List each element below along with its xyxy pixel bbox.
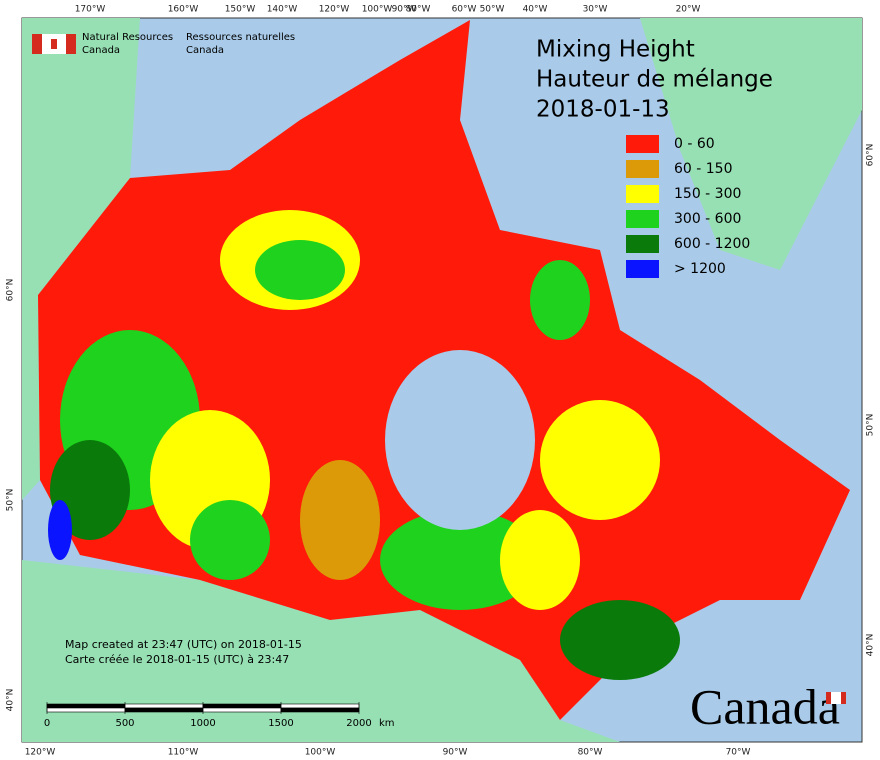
scale-segment [202,707,282,713]
agency-en: Natural Resources [82,32,173,43]
graticule-label: 50°N [6,489,16,512]
scale-label: 2000 [346,718,371,729]
graticule-label: 20°W [676,5,701,15]
flag [32,34,42,54]
graticule-label: 170°W [75,5,106,15]
agency-en: Canada [82,45,120,56]
graticule-label: 60°W [452,5,477,15]
graticule-label: 100°W [305,748,336,758]
scale-label: 1500 [268,718,293,729]
title: 2018-01-13 [536,97,670,123]
note: Map created at 23:47 (UTC) on 2018-01-15 [65,638,302,651]
graticule-label: 70°W [726,748,751,758]
graticule-label: 120°W [25,748,56,758]
wordmark: Canada [690,678,840,734]
legend-swatch [626,185,659,203]
graticule-label: 80°W [578,748,603,758]
scale-segment [280,707,360,713]
flag [66,34,76,54]
scale-label: 0 [44,718,50,729]
land [22,18,862,742]
graticule-label: 50°W [480,5,505,15]
graticule-label: 60°N [866,144,876,167]
flag [51,39,57,49]
graticule-label: 40°N [6,689,16,712]
scale-unit: km [379,718,395,729]
graticule-label: 90°W [392,5,417,15]
scale-segment [202,703,282,709]
graticule-label: 40°W [523,5,548,15]
legend-swatch [626,135,659,153]
scale-label: 1000 [190,718,215,729]
scale-segment [280,703,360,709]
scale-segment [124,707,204,713]
scale-segment [46,707,126,713]
wordmark-flag [831,692,841,704]
legend-swatch [626,160,659,178]
graticule-label: 120°W [319,5,350,15]
graticule-label: 60°N [6,279,16,302]
title: Hauteur de mélange [536,67,773,93]
scale-segment [124,703,204,709]
legend-swatch [626,210,659,228]
graticule-label: 110°W [168,748,199,758]
graticule-label: 80°W [406,5,431,15]
agency-fr: Canada [186,45,224,56]
graticule-label: 100°W [362,5,393,15]
legend-label: 60 - 150 [674,161,733,177]
graticule-label: 40°N [866,634,876,657]
graticule-label: 50°N [866,414,876,437]
graticule-label: 30°W [583,5,608,15]
graticule-label: 160°W [168,5,199,15]
scale-label: 500 [115,718,134,729]
graticule-label: 140°W [267,5,298,15]
legend-label: > 1200 [674,261,726,277]
legend-label: 0 - 60 [674,136,715,152]
scale-segment [46,703,126,709]
legend-label: 600 - 1200 [674,236,750,252]
note: Carte créée le 2018-01-15 (UTC) à 23:47 [65,653,289,666]
legend-swatch [626,260,659,278]
legend-label: 150 - 300 [674,186,741,202]
graticule-label: 150°W [225,5,256,15]
agency-fr: Ressources naturelles [186,32,295,43]
legend-label: 300 - 600 [674,211,741,227]
legend-swatch [626,235,659,253]
title: Mixing Height [536,37,695,63]
graticule-label: 90°W [443,748,468,758]
